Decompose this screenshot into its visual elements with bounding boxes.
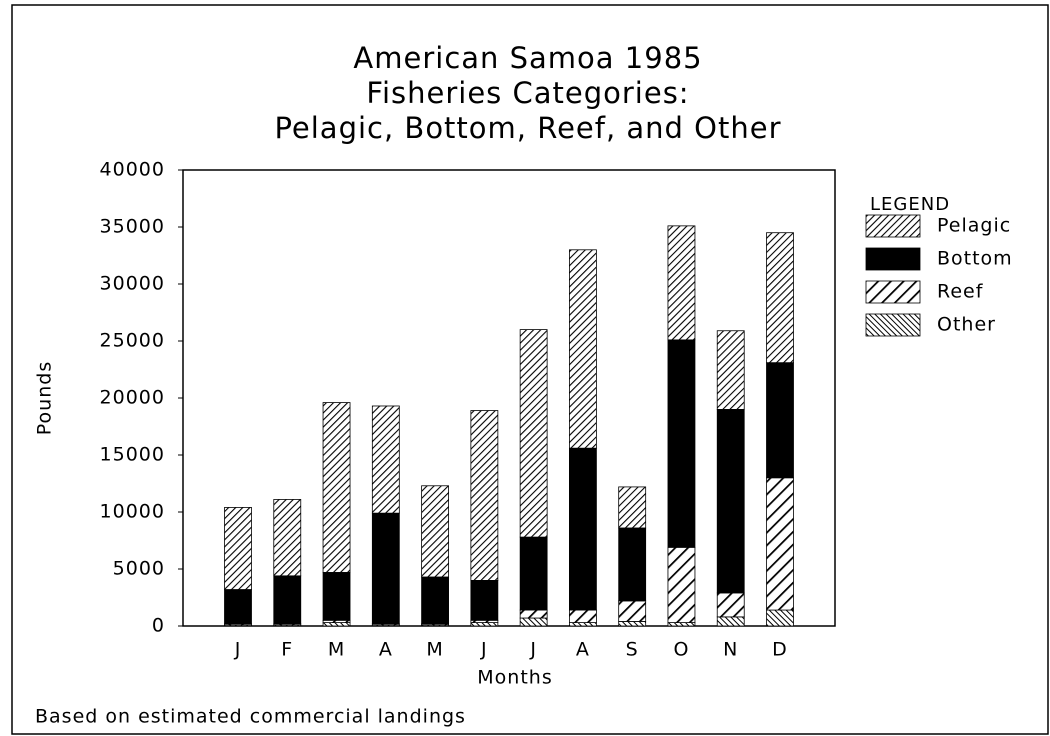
y-tick-label: 10000 <box>100 501 165 523</box>
bar-segment <box>569 622 597 627</box>
bar-segment <box>618 621 647 627</box>
y-axis-label: Pounds <box>34 361 56 435</box>
legend-label: Reef <box>937 281 984 303</box>
footnote: Based on estimated commercial landings <box>35 706 466 728</box>
chart-title: Pelagic, Bottom, Reef, and Other <box>274 111 781 145</box>
bar-segment <box>716 330 745 410</box>
bar-segment <box>470 410 499 581</box>
bar-segment <box>766 609 794 627</box>
y-tick-label: 40000 <box>100 159 165 181</box>
y-tick-label: 30000 <box>100 273 165 295</box>
bar-segment <box>322 622 351 627</box>
bar-segment <box>766 232 794 364</box>
bar-segment <box>716 408 745 594</box>
x-tick-label: J <box>234 639 242 661</box>
legend-swatch <box>865 313 921 337</box>
chart-title: Fisheries Categories: <box>366 76 689 110</box>
bar-segment <box>421 576 449 625</box>
bar-segment <box>667 225 696 341</box>
x-tick-label: M <box>426 639 443 661</box>
bar-segment <box>519 609 548 619</box>
legend-swatch <box>865 247 921 271</box>
x-tick-label: M <box>328 639 345 661</box>
x-tick-label: D <box>772 639 788 661</box>
y-tick-label: 5000 <box>113 558 165 580</box>
x-tick-label: J <box>529 639 537 661</box>
bar-segment <box>569 447 597 611</box>
bar-segment <box>273 575 302 625</box>
y-tick-label: 0 <box>152 615 165 637</box>
bar-segment <box>716 592 745 618</box>
bar-segment <box>716 616 745 627</box>
bar-segment <box>667 622 696 627</box>
legend-swatch <box>865 280 921 304</box>
x-tick-label: A <box>576 639 590 661</box>
bar-segment <box>273 499 302 577</box>
bar-segment <box>421 485 449 578</box>
bar-segment <box>322 572 351 621</box>
bar-segment <box>766 362 794 479</box>
bar-segment <box>371 405 400 514</box>
bar-segment <box>618 486 647 529</box>
bar-segment <box>371 512 400 625</box>
bar-segment <box>667 546 696 623</box>
bar-segment <box>618 527 647 602</box>
bar-segment <box>766 477 794 611</box>
x-tick-label: J <box>480 639 488 661</box>
x-tick-label: O <box>673 639 689 661</box>
chart-title: American Samoa 1985 <box>353 41 702 75</box>
y-tick-label: 25000 <box>100 330 165 352</box>
bar-segment <box>569 609 597 623</box>
bar-segment <box>519 329 548 538</box>
y-tick-label: 35000 <box>100 216 165 238</box>
x-tick-label: S <box>626 639 639 661</box>
legend-title: LEGEND <box>870 194 950 215</box>
bar-segment <box>470 622 499 627</box>
legend-swatch <box>865 214 921 238</box>
bar-segment <box>519 617 548 627</box>
legend-label: Other <box>937 314 996 336</box>
bar-segment <box>667 339 696 548</box>
y-tick-label: 20000 <box>100 387 165 409</box>
x-tick-label: A <box>379 639 393 661</box>
bar-segment <box>224 507 252 590</box>
bar-segment <box>224 589 252 625</box>
x-tick-label: F <box>281 639 293 661</box>
bar-segment <box>618 600 647 622</box>
bar-segment <box>519 536 548 611</box>
y-tick-label: 15000 <box>100 444 165 466</box>
x-tick-label: N <box>723 639 738 661</box>
legend-label: Pelagic <box>937 215 1011 237</box>
legend-label: Bottom <box>937 248 1013 270</box>
x-axis-label: Months <box>477 667 552 689</box>
bar-segment <box>470 580 499 621</box>
frame <box>11 4 1049 735</box>
bar-segment <box>322 402 351 573</box>
bar-segment <box>569 249 597 449</box>
